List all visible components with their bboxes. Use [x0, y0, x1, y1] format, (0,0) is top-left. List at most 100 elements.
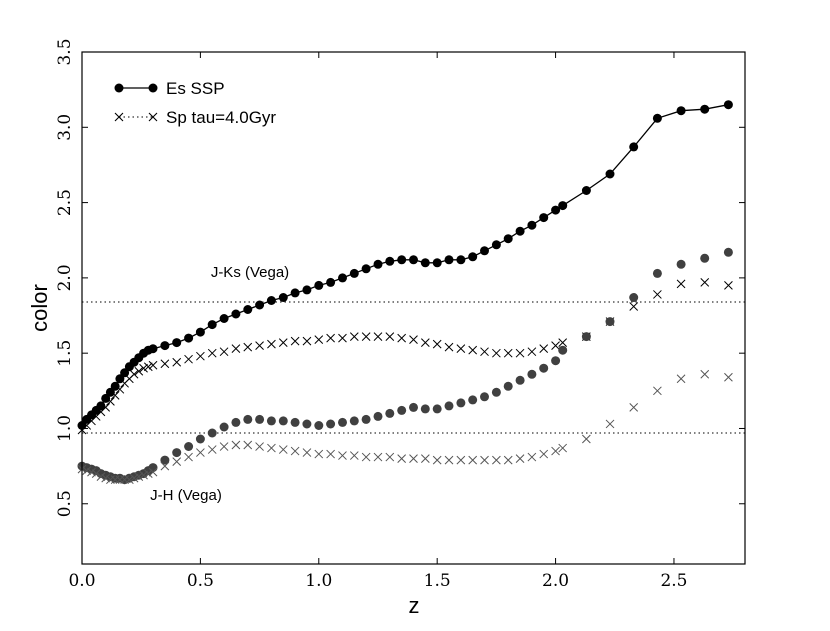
series-j-h-sp-point [653, 386, 662, 396]
series-j-ks-sp-point [255, 341, 264, 351]
series-j-ks-es-ssp-point [96, 401, 106, 411]
y-axis-label: color [27, 284, 52, 332]
series-j-h-es-ssp-point [255, 414, 265, 424]
plot-frame [81, 51, 746, 565]
series-j-h-es-ssp-point [480, 392, 489, 402]
series-j-h-es-ssp-point [195, 434, 205, 444]
series-j-h-es-ssp-point [160, 455, 170, 465]
series-j-ks-es-ssp-point [480, 246, 489, 256]
series-j-ks-sp-point [420, 338, 430, 347]
series-j-h-es-ssp-point [558, 345, 568, 355]
series-j-ks-sp-point [676, 279, 686, 289]
series-j-ks-es-ssp-point [314, 280, 324, 290]
series-j-h-es-ssp-point [243, 414, 253, 424]
series-j-h-es-ssp-point [700, 253, 710, 263]
series-j-ks-es-ssp-point [184, 333, 194, 343]
series-j-ks-es-ssp-point [172, 338, 182, 348]
series-j-ks-es-ssp-point [101, 393, 111, 403]
series-j-h-es-ssp-point [219, 422, 229, 432]
series-j-ks-sp-point [551, 341, 560, 351]
series-j-ks-es-ssp-point [539, 213, 549, 223]
series-j-ks-sp-point [468, 345, 478, 355]
series-j-h-es-ssp-point [172, 448, 182, 458]
series-j-ks-sp-point [503, 348, 513, 358]
series-j-h-es-ssp-point [581, 332, 591, 342]
series-j-h-es-ssp-point [491, 387, 501, 397]
series-j-h-es-ssp-point [385, 408, 395, 418]
ticks-layer: 0.0 0.5 1.0 1.5 2.0 2.5 0.5 1.0 1.5 2.0 2.5 3.0 3.5 [55, 38, 745, 591]
series-j-h-sp-point [82, 466, 92, 475]
series-j-ks-es-ssp-point [302, 285, 312, 295]
series-j-ks-es-ssp-point [231, 309, 241, 319]
legend-label-es-ssp: Es SSP [166, 79, 225, 98]
series-j-ks-sp-point [207, 348, 217, 358]
series-j-ks-sp-point [492, 348, 501, 358]
x-tick-label: 2.0 [542, 571, 569, 591]
series-j-ks-es-ssp-point [207, 320, 217, 330]
series-j-h-sp-point [724, 372, 733, 382]
series-j-h-sp-point [231, 440, 241, 450]
series-j-h-es-ssp-point [266, 416, 276, 426]
legend-marker-sp [148, 112, 158, 122]
series-j-ks-sp-point [219, 347, 229, 357]
series-j-h-es-ssp-point [302, 419, 312, 429]
series-j-h-es-ssp-point [444, 401, 454, 411]
series-j-h-sp-point [338, 451, 347, 460]
series-j-ks-sp-point [143, 362, 153, 372]
series-j-h-es-ssp-point [652, 268, 662, 278]
y-tick-label: 3.0 [55, 114, 75, 141]
series-j-ks-sp-point [148, 360, 158, 370]
series-j-h-sp-point [207, 445, 217, 454]
series-j-ks-es-ssp-point [120, 368, 130, 378]
series-j-ks-sp-point [361, 332, 371, 341]
series-j-h-sp-point [492, 455, 501, 465]
series-j-ks-es-ssp-line [81, 104, 729, 426]
series-j-ks-sp-point [349, 332, 359, 341]
series-j-h-sp-point [134, 472, 144, 482]
series-j-ks-es-ssp-point [105, 387, 115, 397]
y-tick-label: 2.0 [55, 264, 75, 291]
series-j-ks-sp-point [558, 338, 568, 347]
series-j-ks-es-ssp-point [361, 264, 371, 274]
series-j-h-sp-point [527, 452, 537, 462]
series-j-ks-es-ssp-point [148, 344, 158, 354]
series-j-h-sp-point [700, 369, 710, 379]
series-j-h-es-ssp-point [349, 416, 359, 426]
series-j-h-sp-point [582, 434, 591, 444]
series-j-h-sp-point [302, 448, 312, 457]
series-j-h-es-ssp-point [184, 442, 194, 451]
series-j-h-es-ssp-point [207, 428, 217, 438]
series-j-ks-es-ssp-point [160, 341, 170, 351]
series-j-ks-sp-point [243, 342, 253, 352]
series-j-h-sp-point [139, 470, 148, 480]
series-j-h-es-ssp-point [515, 375, 525, 385]
series-j-ks-es-ssp-point [652, 113, 662, 123]
x-tick-label: 1.0 [305, 571, 332, 591]
series-j-h-sp-point [456, 455, 466, 465]
series-j-h-es-ssp-point [432, 404, 442, 414]
series-j-h-sp-point [551, 446, 560, 456]
series-j-ks-es-ssp-point [515, 226, 525, 236]
series-j-h-sp-point [125, 475, 134, 485]
series-j-ks-es-ssp-point [491, 240, 501, 250]
series-j-ks-sp-point [115, 384, 125, 394]
series-j-h-sp-point [129, 473, 139, 483]
series-j-h-es-ssp-point [326, 419, 336, 429]
series-j-ks-es-ssp-point [444, 255, 454, 265]
series-j-h-es-ssp-point [676, 259, 686, 269]
series-j-ks-es-ssp-point [195, 327, 205, 337]
series-j-h-sp-point [373, 452, 383, 462]
legend-marker-sp [114, 112, 124, 122]
series-j-h-sp-point [255, 442, 264, 451]
y-tick-label: 0.5 [55, 490, 75, 517]
series-j-ks-sp-point [267, 339, 276, 349]
series-j-ks-es-ssp-point [373, 259, 383, 269]
series-j-ks-es-ssp-point [219, 314, 229, 323]
series-j-h-es-ssp-point [338, 417, 347, 427]
series-j-ks-es-ssp-point [468, 252, 478, 262]
series-j-h-sp-point [267, 443, 276, 453]
series-j-ks-es-ssp-point [409, 255, 418, 265]
y-tick-label: 2.5 [55, 189, 75, 216]
series-j-h-sp-point [539, 449, 549, 459]
